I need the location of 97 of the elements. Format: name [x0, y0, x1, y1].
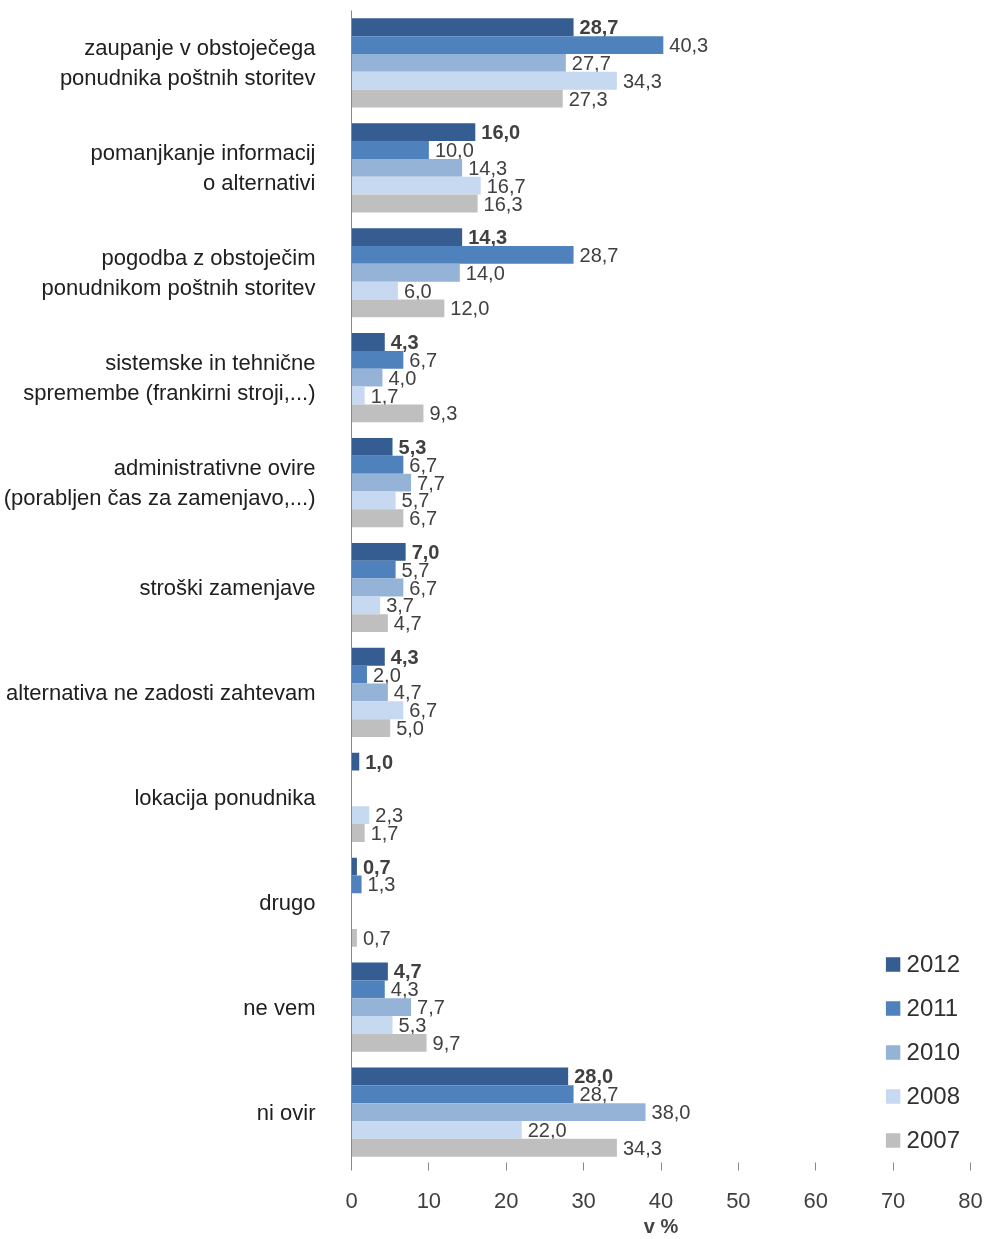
bar: [351, 123, 476, 142]
data-label: 12,0: [450, 297, 490, 320]
bar: [351, 386, 365, 405]
data-label: 7,0: [411, 540, 440, 563]
bar: [351, 1138, 617, 1157]
y-tick-label: ne vem: [243, 994, 316, 1020]
bar: [351, 1016, 393, 1034]
data-label: 34,3: [622, 1136, 662, 1159]
data-label: 40,3: [669, 34, 709, 57]
bar: [351, 54, 566, 72]
bar: [351, 473, 412, 492]
bar: [351, 719, 391, 737]
bar: [351, 333, 385, 351]
bar: [351, 928, 357, 947]
bar: [351, 578, 404, 597]
bar: [351, 1033, 427, 1052]
bar: [351, 141, 429, 159]
legend-label: 2010: [906, 1038, 960, 1066]
bar: [351, 1103, 646, 1121]
x-tick-label: 60: [803, 1187, 828, 1213]
y-tick-label: stroški zamenjave: [139, 575, 316, 600]
bar: [351, 491, 396, 510]
x-tick-label: 20: [494, 1187, 519, 1213]
bar: [351, 980, 385, 999]
bar: [351, 614, 388, 633]
bar: [351, 806, 370, 825]
bar: [351, 824, 365, 842]
bar: [351, 368, 383, 387]
bar: [351, 263, 460, 282]
data-label: 22,0: [527, 1118, 567, 1141]
y-tick-label: zaupanje v obstoječega ponudnika poštnih storitev: [59, 35, 317, 91]
data-label: 14,0: [465, 261, 505, 284]
y-tick-label: sistemske in tehnične spremembe (frankirni stroji,...): [23, 350, 316, 406]
data-label: 28,0: [574, 1065, 614, 1088]
data-label: 9,7: [432, 1031, 461, 1054]
bar: [351, 542, 406, 561]
bar: [351, 158, 463, 177]
legend-label: 2007: [906, 1126, 960, 1154]
bar: [351, 18, 574, 37]
y-tick-label: alternativa ne zadosti zahtevam: [6, 679, 316, 705]
bar: [351, 1067, 569, 1086]
bar: [351, 1120, 522, 1139]
data-label: 28,7: [579, 243, 619, 266]
x-tick-label: 40: [648, 1187, 674, 1213]
bar: [351, 194, 478, 213]
y-tick-label: drugo: [259, 889, 316, 915]
legend-label: 2008: [906, 1082, 960, 1110]
bar: [351, 89, 563, 108]
bar: [351, 176, 481, 195]
data-label: 14,3: [468, 226, 508, 249]
data-label: 27,7: [571, 51, 611, 74]
bar: [351, 875, 362, 894]
data-label: 0,7: [362, 855, 391, 878]
bar: [351, 438, 393, 456]
data-label: 5,7: [401, 489, 430, 512]
data-label: 0,7: [362, 926, 391, 949]
data-label: 6,0: [403, 279, 432, 302]
x-tick-label: 10: [416, 1187, 442, 1213]
bar: [351, 71, 617, 90]
bar: [351, 560, 396, 579]
bar: [351, 299, 445, 318]
y-tick-label: ni ovir: [256, 1099, 316, 1125]
x-tick-label: 0: [345, 1187, 358, 1213]
data-label: 34,3: [622, 69, 662, 92]
bar: [351, 36, 664, 55]
bar: [351, 752, 360, 771]
data-label: 5,3: [398, 435, 427, 458]
data-label: 10,0: [434, 139, 474, 162]
bar: [351, 404, 424, 423]
data-label: 9,3: [429, 402, 458, 425]
bar: [351, 596, 381, 615]
x-axis-title: v %: [643, 1214, 679, 1237]
bar: [351, 509, 404, 528]
legend-label: 2012: [906, 950, 960, 978]
data-label: 38,0: [651, 1101, 691, 1124]
x-tick-label: 30: [571, 1187, 596, 1213]
y-tick-label: administrativne ovire (porabljen čas za zamenjavo,...): [3, 455, 316, 511]
legend-label: 2011: [906, 994, 959, 1022]
y-tick-label: lokacija ponudnika: [134, 784, 317, 810]
data-label: 1,0: [365, 750, 394, 773]
x-tick-label: 70: [880, 1187, 906, 1213]
bar: [351, 246, 574, 264]
bar: [351, 665, 367, 684]
y-tick-label: pomanjkanje informacij o alternativi: [90, 140, 316, 196]
data-label: 4,7: [393, 960, 422, 983]
data-label: 27,3: [568, 87, 608, 110]
y-tick-label: pogodba z obstoječim ponudnikom poštnih storitev: [41, 245, 316, 301]
bar: [351, 1085, 574, 1104]
data-label: 28,7: [579, 16, 619, 39]
data-label: 3,7: [386, 594, 414, 617]
bar: [351, 962, 388, 981]
bar: [351, 281, 398, 300]
bar: [351, 228, 463, 247]
data-label: 16,0: [481, 121, 521, 144]
x-tick-label: 80: [958, 1187, 983, 1213]
bar: [351, 647, 385, 666]
x-tick-label: 50: [726, 1187, 751, 1213]
